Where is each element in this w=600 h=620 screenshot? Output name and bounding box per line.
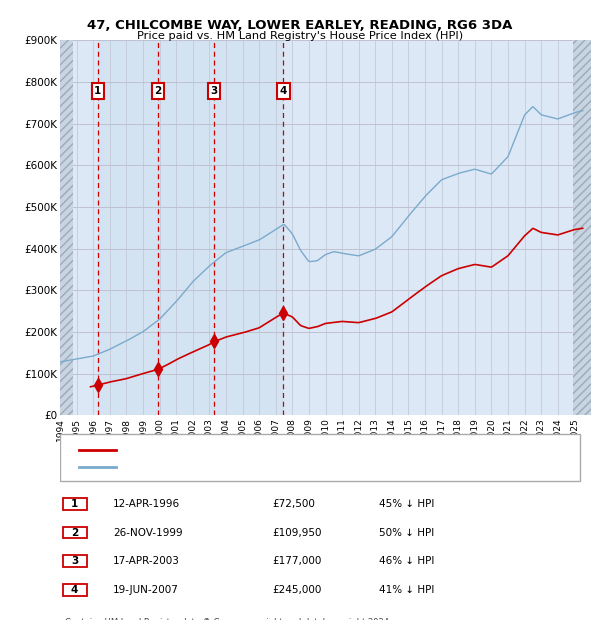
Bar [573, 40, 593, 415]
Text: 46% ↓ HPI: 46% ↓ HPI [379, 556, 434, 566]
Text: HPI: Average price, detached house, Wokingham: HPI: Average price, detached house, Woki… [124, 462, 362, 472]
Text: 47, CHILCOMBE WAY, LOWER EARLEY, READING, RG6 3DA: 47, CHILCOMBE WAY, LOWER EARLEY, READING… [88, 19, 512, 32]
Text: 26-NOV-1999: 26-NOV-1999 [113, 528, 183, 538]
Text: 41% ↓ HPI: 41% ↓ HPI [379, 585, 434, 595]
Text: £245,000: £245,000 [272, 585, 322, 595]
Bar [158, 40, 214, 415]
FancyBboxPatch shape [60, 435, 580, 481]
Text: £109,950: £109,950 [272, 528, 322, 538]
Text: 12-APR-1996: 12-APR-1996 [113, 499, 180, 509]
Text: 1: 1 [71, 499, 78, 509]
Text: 19-JUN-2007: 19-JUN-2007 [113, 585, 179, 595]
Bar [214, 40, 283, 415]
FancyBboxPatch shape [62, 498, 87, 510]
Text: 47, CHILCOMBE WAY, LOWER EARLEY, READING, RG6 3DA (detached house): 47, CHILCOMBE WAY, LOWER EARLEY, READING… [124, 445, 497, 455]
Text: 2: 2 [154, 86, 161, 96]
Text: Contains HM Land Registry data © Crown copyright and database right 2024.: Contains HM Land Registry data © Crown c… [65, 618, 392, 620]
Text: 4: 4 [71, 585, 79, 595]
Text: 1: 1 [94, 86, 101, 96]
Text: 50% ↓ HPI: 50% ↓ HPI [379, 528, 434, 538]
Text: Price paid vs. HM Land Registry's House Price Index (HPI): Price paid vs. HM Land Registry's House … [137, 31, 463, 41]
Text: 4: 4 [280, 86, 287, 96]
Text: 3: 3 [211, 86, 218, 96]
Text: 17-APR-2003: 17-APR-2003 [113, 556, 180, 566]
Text: £177,000: £177,000 [272, 556, 322, 566]
Bar [60, 40, 73, 415]
Text: 3: 3 [71, 556, 78, 566]
Text: 2: 2 [71, 528, 78, 538]
Text: £72,500: £72,500 [272, 499, 315, 509]
FancyBboxPatch shape [62, 584, 87, 596]
Bar [98, 40, 158, 415]
FancyBboxPatch shape [62, 556, 87, 567]
FancyBboxPatch shape [62, 527, 87, 538]
Text: 45% ↓ HPI: 45% ↓ HPI [379, 499, 434, 509]
